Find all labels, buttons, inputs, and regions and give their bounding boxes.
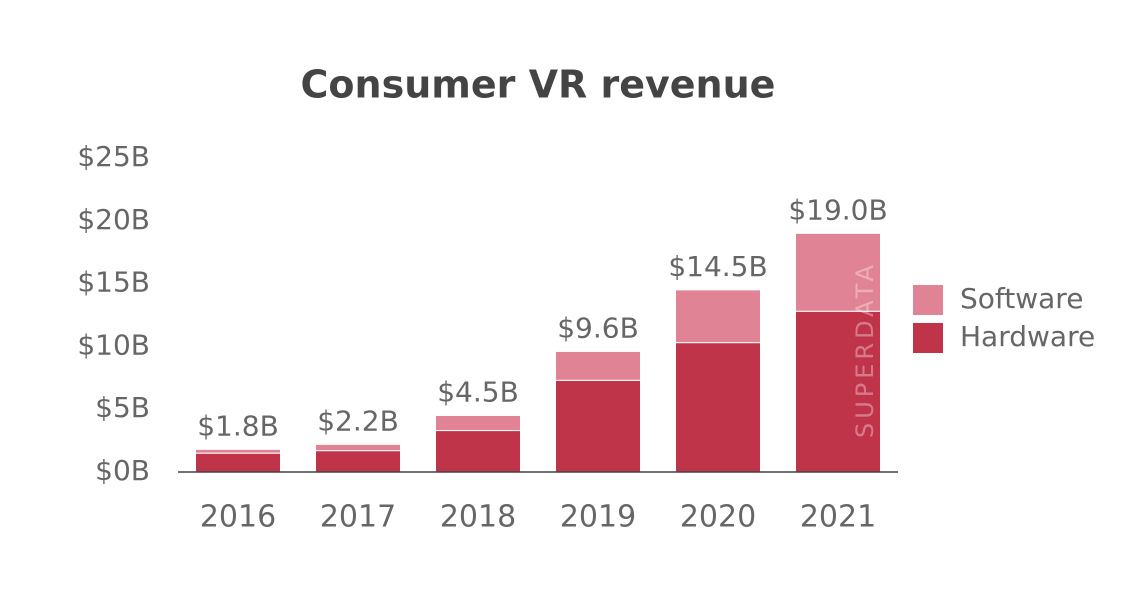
bar-segment [195,452,281,473]
y-tick-label: $0B [95,454,150,487]
bar-segment [795,232,881,312]
legend-label: Software [960,282,1083,315]
bar-segment [315,443,401,452]
x-tick-label: 2021 [800,500,876,535]
x-tick-label: 2019 [560,500,636,535]
legend-swatch [913,285,943,315]
legend-label: Hardware [960,320,1095,353]
bar-segment [675,289,761,344]
y-tick-label: $5B [95,391,150,424]
bar-segment [555,350,641,381]
y-tick-label: $15B [77,266,150,299]
chart-title: Consumer VR revenue [301,63,776,107]
total-label: $19.0B [788,193,887,226]
bar-segment [435,414,521,432]
bar-segment [795,310,881,473]
total-label: $9.6B [557,311,639,344]
bar-segment [195,448,281,454]
x-tick-label: 2017 [320,500,396,535]
bar-segment [435,430,521,473]
x-tick-label: 2016 [200,500,276,535]
bar-segment [555,379,641,473]
x-tick-label: 2020 [680,500,756,535]
total-label: $4.5B [437,375,519,408]
x-tick-label: 2018 [440,500,516,535]
bar-segment [675,342,761,473]
watermark: SUPERDATA [851,261,879,438]
y-tick-label: $25B [77,140,150,173]
y-tick-label: $10B [77,328,150,361]
bar-segment [315,450,401,473]
legend-swatch [913,323,943,353]
total-label: $1.8B [197,409,279,442]
total-label: $14.5B [668,250,767,283]
total-label: $2.2B [317,404,399,437]
y-tick-label: $20B [77,203,150,236]
